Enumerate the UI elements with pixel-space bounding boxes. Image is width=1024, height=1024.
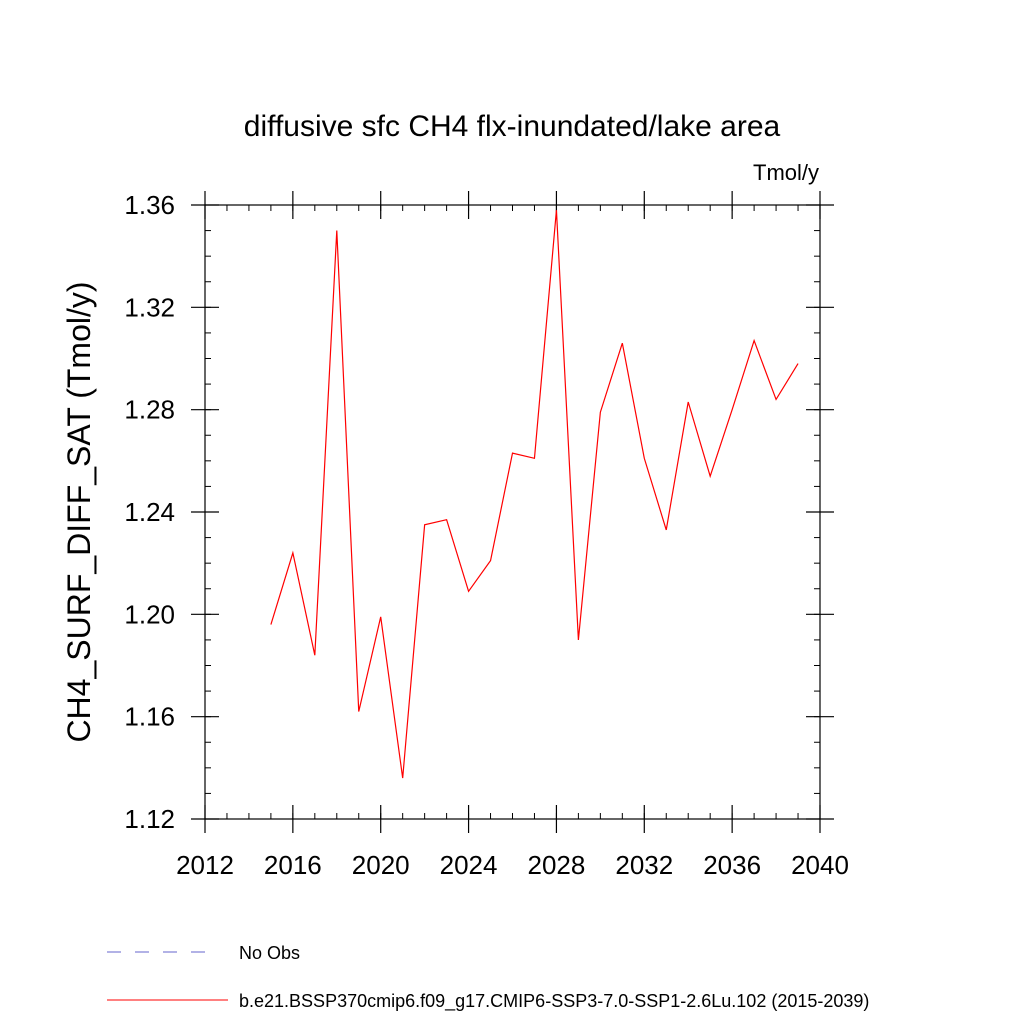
y-tick-label: 1.24 [124,497,175,527]
y-tick-label: 1.36 [124,190,175,220]
x-tick-label: 2020 [352,850,410,880]
x-tick-label: 2028 [528,850,586,880]
x-tick-label: 2024 [440,850,498,880]
x-minor-ticks [204,205,821,819]
legend-no-obs-label: No Obs [239,943,300,963]
units-label: Tmol/y [753,160,819,185]
series-line [270,210,799,779]
x-tick-label: 2036 [703,850,761,880]
y-tick-label: 1.32 [124,292,175,322]
x-tick-label: 2012 [176,850,234,880]
y-tick-label: 1.16 [124,702,175,732]
x-tick-label: 2032 [615,850,673,880]
x-tick-label: 2016 [264,850,322,880]
x-ticks: 2012 2016 2020 2024 2028 2032 2036 2040 [176,191,849,880]
y-tick-label: 1.20 [124,599,175,629]
x-tick-label: 2040 [791,850,849,880]
legend: No Obs b.e21.BSSP370cmip6.f09_g17.CMIP6-… [107,943,869,1012]
series-layer [270,210,799,779]
y-tick-label: 1.12 [124,804,175,834]
y-minor-ticks [205,204,820,820]
legend-model-label: b.e21.BSSP370cmip6.f09_g17.CMIP6-SSP3-7.… [239,991,869,1012]
y-ticks: 1.12 1.16 1.20 1.24 1.28 1.32 1.36 [124,190,834,834]
y-axis-label: CH4_SURF_DIFF_SAT (Tmol/y) [61,281,97,742]
chart-title: diffusive sfc CH4 flx-inundated/lake are… [244,110,781,143]
y-tick-label: 1.28 [124,395,175,425]
plot-frame [204,204,821,820]
